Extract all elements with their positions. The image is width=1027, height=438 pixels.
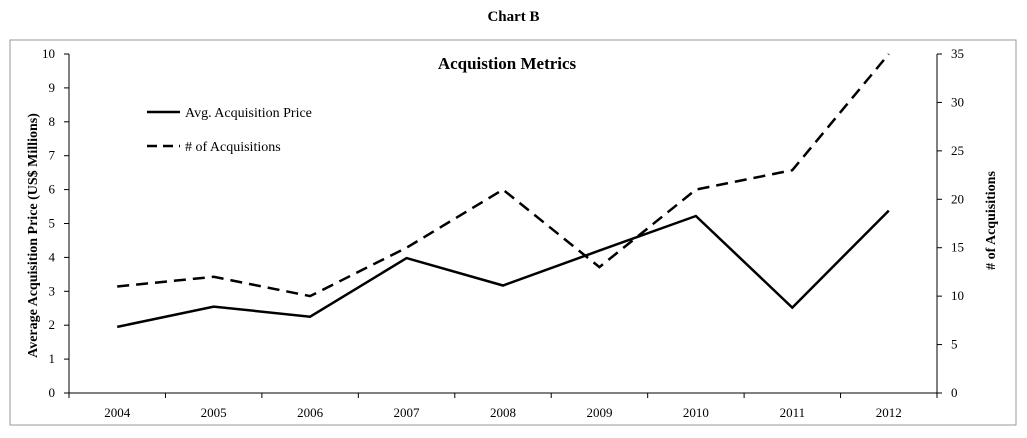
- y-left-axis-title: Average Acquisition Price (US$ Millions): [26, 113, 41, 358]
- y-right-tick-label: 35: [951, 46, 964, 61]
- x-tick-label: 2007: [394, 405, 421, 420]
- y-right-tick-label: 30: [951, 94, 964, 109]
- legend-label: Avg. Acquisition Price: [185, 106, 312, 121]
- x-tick-label: 2009: [586, 405, 612, 420]
- y-right-tick-label: 25: [951, 143, 964, 158]
- y-right-tick-label: 15: [951, 240, 964, 255]
- y-left-tick-label: 5: [49, 216, 56, 231]
- y-left-tick-label: 4: [49, 249, 56, 264]
- x-tick-label: 2005: [201, 405, 227, 420]
- legend: Avg. Acquisition Price # of Acquisitions: [147, 106, 312, 155]
- y-right-tick-label: 0: [951, 385, 958, 400]
- series-line-acquisitions-count: [117, 53, 890, 298]
- y-left-tick-label: 8: [49, 114, 56, 129]
- x-tick-label: 2010: [683, 405, 709, 420]
- y-right-axis-title: # of Acquisitions: [984, 171, 999, 270]
- legend-label: # of Acquisitions: [185, 140, 281, 155]
- y-right-tick-label: 10: [951, 288, 964, 303]
- y-left-tick-label: 7: [49, 148, 56, 163]
- y-right-tick-label: 5: [951, 337, 958, 352]
- x-tick-label: 2008: [490, 405, 516, 420]
- y-left-tick-label: 9: [49, 80, 56, 95]
- y-right-tick-label: 20: [951, 191, 964, 206]
- y-left-tick-label: 10: [42, 46, 55, 61]
- plot-title: Acquistion Metrics: [438, 54, 577, 73]
- x-tick-label: 2012: [876, 405, 902, 420]
- x-tick-label: 2006: [297, 405, 324, 420]
- series-lines: [116, 53, 890, 329]
- x-tick-label: 2004: [104, 405, 131, 420]
- y-left-tick-label: 3: [49, 283, 56, 298]
- y-left-tick-label: 1: [49, 351, 56, 366]
- y-left-tick-label: 6: [49, 182, 56, 197]
- series-line-avg-price: [116, 209, 890, 329]
- y-left-tick-label: 2: [49, 317, 56, 332]
- x-tick-label: 2011: [780, 405, 806, 420]
- chart-heading: Chart B: [487, 9, 540, 25]
- y-left-tick-label: 0: [49, 385, 56, 400]
- axes: 0 1 2 3 4 5 6 7 8 9 10 0 5 10 15 20 25 30 35 2004 2005 2006 20…: [26, 46, 999, 420]
- chart-frame: [9, 39, 1017, 426]
